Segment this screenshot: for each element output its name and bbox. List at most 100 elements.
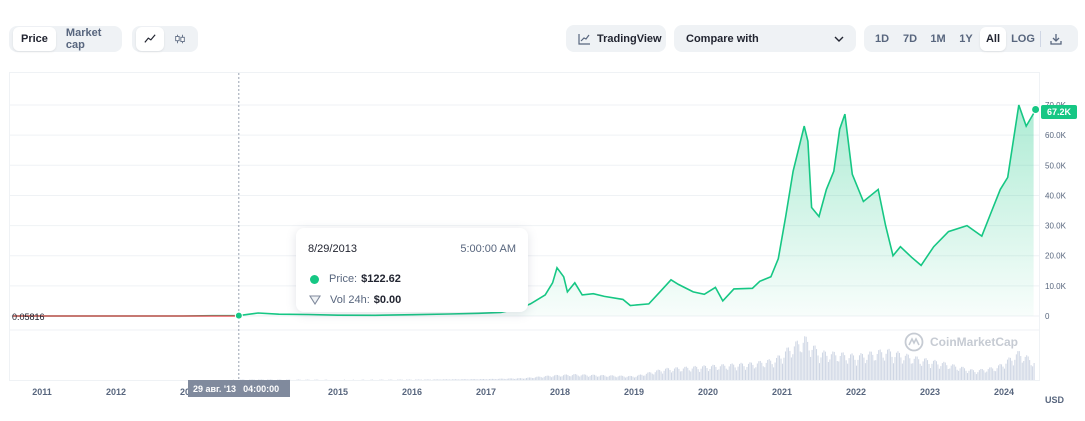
volume-bar (668, 368, 670, 380)
volume-bar (453, 379, 455, 380)
range-1m-button[interactable]: 1M (930, 32, 946, 45)
x-tick-label: 2024 (994, 387, 1014, 397)
volume-bar (650, 372, 652, 380)
volume-bar (826, 355, 828, 380)
y-tick-label: 0 (1045, 312, 1050, 321)
volume-bar (1011, 360, 1013, 380)
volume-bar (961, 366, 963, 380)
market-cap-tab[interactable]: Market cap (65, 27, 102, 51)
range-1d-button[interactable]: 1D (874, 32, 890, 45)
volume-bar (597, 376, 598, 380)
line-chart-button[interactable] (136, 27, 164, 51)
start-value-label: 0.05816 (12, 312, 45, 322)
volume-bar (484, 379, 486, 380)
volume-bar (907, 354, 909, 380)
volume-bar (710, 366, 712, 380)
volume-bar (528, 377, 530, 380)
volume-bar (496, 379, 498, 380)
volume-bar (842, 352, 844, 380)
volume-bar (935, 361, 937, 380)
volume-bar (1004, 368, 1005, 380)
tooltip-volume-value: $0.00 (373, 294, 402, 306)
volume-bar (503, 378, 505, 380)
volume-bar (634, 377, 635, 380)
volume-bar (540, 377, 542, 380)
volume-bar (474, 379, 476, 380)
volume-bar (986, 371, 988, 380)
volume-bar (567, 375, 569, 380)
volume-bar (955, 366, 957, 380)
volume-bar (1030, 365, 1032, 380)
volume-bar (708, 371, 709, 380)
volume-bar (898, 352, 900, 380)
volume-bar (845, 360, 847, 380)
volume-bar (576, 374, 578, 380)
volume-bar (514, 378, 516, 380)
volume-bar (715, 366, 717, 380)
volume-bar (585, 374, 587, 380)
volume-bar (724, 365, 726, 380)
volume-bar (549, 376, 551, 380)
current-price-badge: 67.2K (1041, 105, 1077, 119)
volume-bar (823, 350, 825, 380)
volume-bar (463, 379, 465, 380)
volume-bar (521, 378, 523, 380)
volume-bar (802, 342, 804, 380)
volume-bar (530, 377, 532, 380)
volume-bar (639, 374, 641, 380)
x-tick-label: 2015 (328, 387, 348, 397)
price-tab[interactable]: Price (13, 27, 56, 51)
volume-bar (685, 366, 687, 380)
y-tick-label: 10.0K (1045, 282, 1067, 291)
volume-bar (651, 373, 653, 380)
download-icon (1050, 33, 1062, 45)
volume-bar (987, 369, 989, 380)
volume-bar (787, 347, 789, 380)
volume-bar (1018, 351, 1020, 380)
volume-bar (605, 376, 607, 380)
volume-bar (916, 356, 918, 380)
volume-bar (777, 355, 779, 380)
volume-bar (642, 375, 644, 380)
volume-bar (864, 363, 866, 380)
volume-bar (739, 363, 741, 380)
volume-bar (654, 372, 656, 380)
volume-bar (816, 349, 818, 380)
volume-bar (740, 362, 742, 380)
volume-bar (546, 375, 548, 380)
volume-bar (571, 375, 573, 380)
volume-bar (989, 367, 991, 380)
volume-bar (1014, 359, 1016, 380)
volume-bar (542, 377, 544, 380)
volume-bar (930, 368, 931, 380)
volume-bar (552, 376, 554, 380)
volume-bar (725, 368, 727, 380)
volume-bar (944, 362, 946, 380)
volume-bar (1008, 357, 1010, 380)
volume-bar (827, 362, 829, 380)
download-button[interactable] (1041, 27, 1071, 51)
candlestick-icon (175, 34, 185, 44)
volume-bar (771, 364, 773, 380)
volume-bar (952, 364, 954, 380)
volume-bar (992, 368, 994, 380)
volume-bar (805, 336, 807, 380)
volume-bar (558, 375, 560, 380)
volume-bar (974, 372, 976, 380)
volume-bar (782, 363, 783, 380)
candlestick-chart-button[interactable] (166, 27, 194, 51)
tradingview-button[interactable]: TradingView (566, 25, 666, 52)
volume-bar (481, 379, 483, 380)
range-7d-button[interactable]: 7D (902, 32, 918, 45)
volume-bar (924, 358, 926, 380)
compare-with-dropdown[interactable]: Compare with (674, 25, 856, 52)
range-all-button[interactable]: All (980, 26, 1006, 51)
volume-bar (475, 379, 477, 380)
log-scale-button[interactable]: LOG (1011, 32, 1035, 45)
volume-bar (512, 378, 514, 380)
volume-bar (699, 371, 701, 380)
volume-bar (780, 358, 782, 380)
range-1y-button[interactable]: 1Y (959, 32, 973, 45)
volume-bar (820, 357, 822, 380)
